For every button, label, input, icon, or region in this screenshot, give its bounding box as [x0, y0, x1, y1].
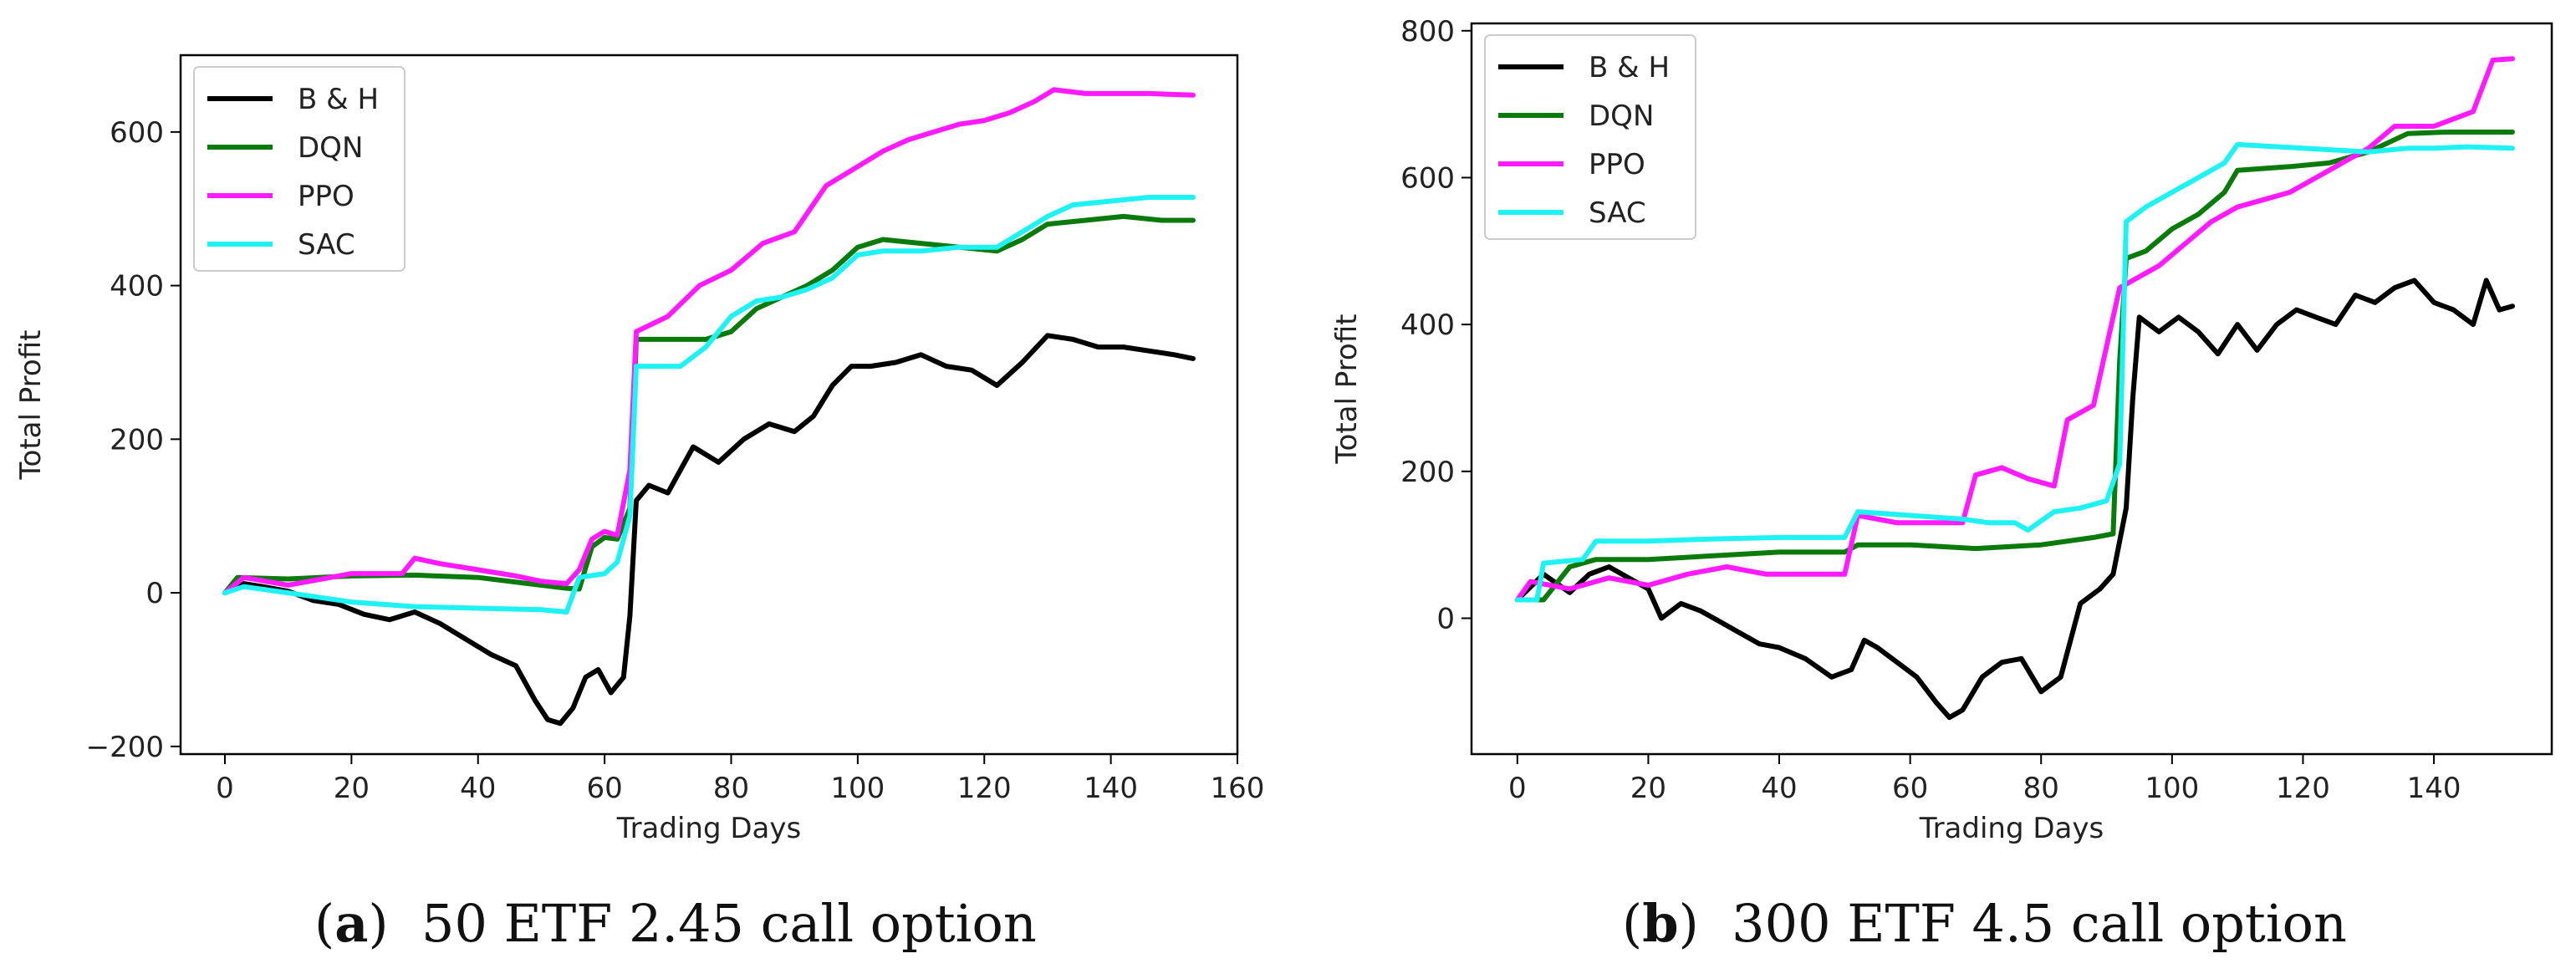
chart-b-legend-label-ppo: PPO: [1589, 148, 1645, 181]
chart-b-xtick-label: 80: [2023, 772, 2059, 805]
chart-b-xtick-label: 20: [1630, 772, 1666, 805]
caption-a-tag: a: [334, 893, 369, 954]
chart-panel-a: 0 20 40 60 80 100 120 140 160 −200 0 200 400 600 Tradi…: [14, 54, 1265, 954]
chart-a-ytick-label: 600: [110, 116, 164, 150]
chart-b-ytick-label: 600: [1400, 161, 1455, 195]
chart-a-ylabel: Total Profit: [14, 330, 48, 481]
chart-a-legend-label-ppo: PPO: [298, 180, 355, 213]
caption-b-text: 300 ETF 4.5 call option: [1732, 893, 2347, 954]
chart-b-line-ppo: [1514, 56, 2515, 603]
chart-a-xtick-label: 80: [713, 772, 749, 805]
chart-a-line-dqn: [222, 213, 1196, 596]
chart-a-xtick-label: 0: [216, 772, 234, 805]
chart-b-xtick-label: 100: [2145, 772, 2199, 805]
chart-a-legend-label-bh: B & H: [298, 83, 379, 116]
chart-b-xlabel: Trading Days: [1919, 812, 2104, 845]
caption-b-tag: b: [1642, 893, 1679, 954]
chart-a-legend-label-dqn: DQN: [298, 131, 363, 165]
chart-a-ytick-label: −200: [86, 731, 164, 764]
chart-b-xtick-label: 120: [2276, 772, 2330, 805]
chart-b-xtick-label: 140: [2407, 772, 2461, 805]
chart-b-xtick-label: 40: [1761, 772, 1797, 805]
chart-a-svg: 0 20 40 60 80 100 120 140 160 −200 0 200 400 600 Tradi…: [14, 54, 1265, 845]
chart-b-ylabel: Total Profit: [1330, 314, 1364, 465]
chart-a-xtick-label: 40: [460, 772, 496, 805]
chart-a-xtick-label: 120: [957, 772, 1012, 805]
chart-panel-b: 0 20 40 60 80 100 120 140 0 200 400 600 800 Trading D…: [1304, 0, 2576, 979]
chart-a-xlabel: Trading Days: [616, 812, 801, 845]
chart-b-series-group: [1514, 56, 2515, 721]
chart-a-series-group: [222, 87, 1196, 727]
chart-a-ytick-label: 200: [110, 423, 164, 456]
chart-a-xtick-label: 140: [1084, 772, 1138, 805]
chart-a-ytick-label: 400: [110, 270, 164, 303]
caption-a-text: 50 ETF 2.45 call option: [421, 893, 1037, 954]
chart-a-xtick-label: 20: [334, 772, 370, 805]
chart-a-xtick-label: 100: [830, 772, 885, 805]
caption-b: (b) 300 ETF 4.5 call option: [1622, 893, 2347, 954]
chart-b-legend-label-dqn: DQN: [1589, 99, 1654, 133]
chart-b-ytick-label: 200: [1400, 456, 1455, 489]
chart-a-legend-label-sac: SAC: [298, 228, 355, 262]
chart-a-legend-box: [193, 66, 406, 272]
chart-b-line-sac: [1514, 141, 2515, 603]
chart-b-svg: 0 20 40 60 80 100 120 140 0 200 400 600 800 Trading D…: [1330, 15, 2553, 845]
chart-a-line-ppo: [222, 87, 1196, 596]
chart-b-legend-box: [1484, 34, 1696, 240]
caption-a: (a) 50 ETF 2.45 call option: [314, 893, 1037, 954]
chart-a-xtick-label: 160: [1211, 772, 1265, 805]
chart-b-axes-frame: [1470, 22, 2553, 756]
chart-b-xtick-label: 60: [1892, 772, 1928, 805]
chart-a-line-sac: [222, 195, 1196, 614]
chart-a-ytick-label: 0: [145, 577, 164, 610]
chart-b-ytick-label: 400: [1400, 308, 1455, 342]
chart-a-axes-frame: [179, 54, 1239, 756]
chart-b-line-bh: [1514, 278, 2515, 721]
chart-a-line-bh: [222, 333, 1196, 727]
chart-b-line-dqn: [1514, 130, 2515, 603]
chart-a-xtick-label: 60: [586, 772, 622, 805]
chart-b-ytick-label: 800: [1400, 15, 1455, 48]
chart-b-legend-label-sac: SAC: [1589, 196, 1646, 230]
chart-b-legend-label-bh: B & H: [1589, 51, 1670, 84]
chart-b-xtick-label: 0: [1508, 772, 1527, 805]
chart-b-ytick-label: 0: [1436, 602, 1455, 635]
